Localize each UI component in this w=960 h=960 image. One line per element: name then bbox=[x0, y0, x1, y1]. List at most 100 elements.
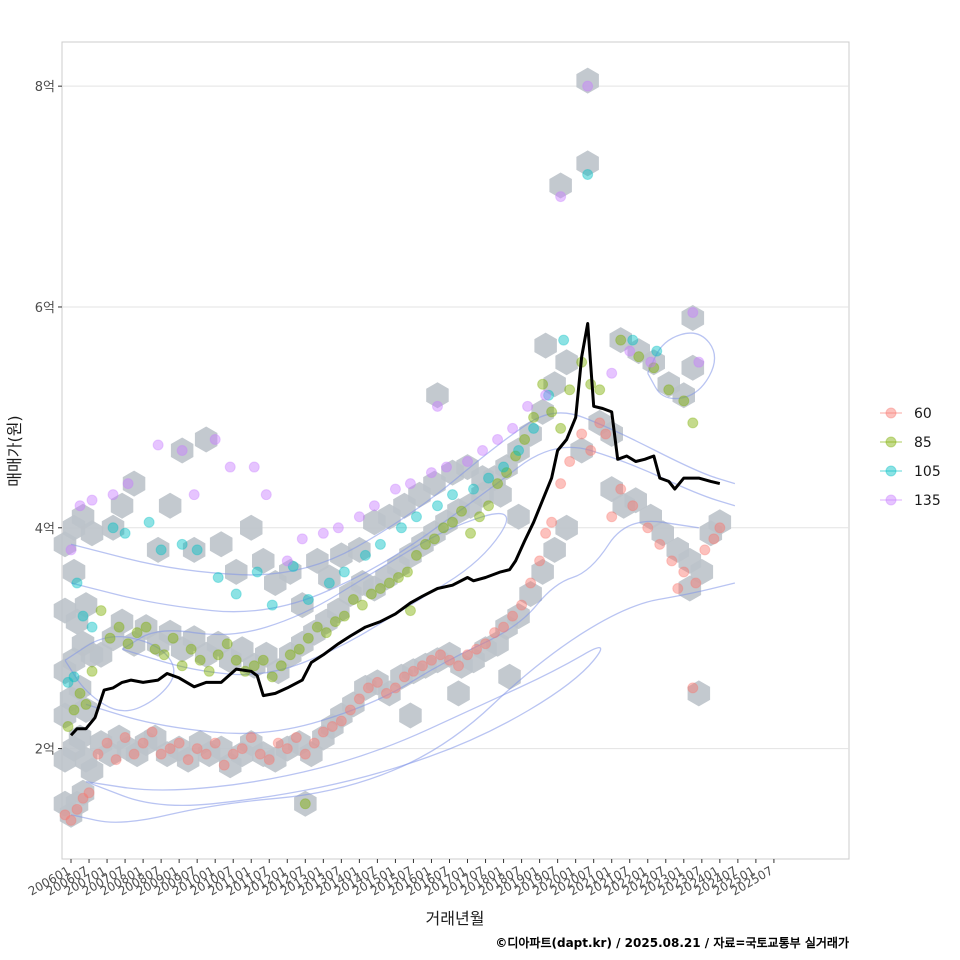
hexbin-cell bbox=[576, 150, 599, 177]
point-60 bbox=[92, 748, 104, 760]
point-135 bbox=[425, 467, 437, 479]
point-60 bbox=[555, 478, 567, 490]
point-60 bbox=[272, 737, 284, 749]
point-60 bbox=[173, 737, 185, 749]
point-85 bbox=[555, 422, 567, 434]
point-60 bbox=[654, 538, 666, 550]
point-135 bbox=[281, 555, 293, 567]
point-85 bbox=[212, 649, 224, 661]
point-60 bbox=[110, 754, 122, 766]
median-price-line bbox=[69, 322, 721, 737]
legend: 60 85 105 135 bbox=[880, 406, 941, 509]
point-85 bbox=[663, 384, 675, 396]
point-85 bbox=[374, 583, 386, 595]
density-contour bbox=[70, 582, 736, 823]
point-60 bbox=[594, 417, 606, 429]
y-tick-label: 2억 bbox=[35, 743, 55, 758]
point-135 bbox=[477, 445, 489, 456]
point-135 bbox=[606, 367, 618, 379]
density-contour bbox=[70, 412, 736, 576]
hexbin-cell bbox=[158, 619, 182, 646]
point-60 bbox=[489, 627, 501, 639]
point-60 bbox=[191, 743, 203, 755]
hexbin-cell bbox=[80, 757, 104, 784]
point-60 bbox=[687, 682, 699, 694]
point-85 bbox=[356, 599, 368, 611]
y-tick-label: 8억 bbox=[35, 80, 55, 95]
point-60 bbox=[600, 428, 612, 440]
point-105 bbox=[431, 500, 443, 512]
point-105 bbox=[119, 527, 131, 539]
y-axis-title: 매매가(원) bbox=[5, 415, 24, 486]
hexbin-cell bbox=[306, 547, 329, 574]
point-85 bbox=[687, 417, 699, 429]
hexbin-cell bbox=[687, 680, 711, 707]
hexbin-cell bbox=[576, 67, 599, 94]
point-105 bbox=[627, 334, 639, 346]
point-85 bbox=[428, 533, 440, 545]
point-60 bbox=[164, 743, 176, 755]
hexbin-cell bbox=[534, 332, 557, 359]
x-axis-title: 거래년월 bbox=[426, 909, 485, 928]
point-105 bbox=[323, 577, 335, 589]
point-135 bbox=[404, 478, 416, 490]
point-60 bbox=[308, 737, 320, 749]
point-85 bbox=[311, 621, 323, 633]
hexbin-cell bbox=[624, 487, 647, 514]
point-60 bbox=[453, 660, 465, 672]
point-85 bbox=[194, 654, 206, 666]
scatter-layer bbox=[59, 80, 726, 826]
point-85 bbox=[248, 660, 260, 672]
point-135 bbox=[687, 306, 699, 318]
point-60 bbox=[389, 682, 401, 694]
point-60 bbox=[344, 704, 356, 716]
point-85 bbox=[365, 588, 377, 600]
point-85 bbox=[519, 433, 531, 445]
hexbin-cell bbox=[507, 603, 530, 630]
point-60 bbox=[534, 555, 546, 567]
hexbin-cell bbox=[609, 327, 632, 354]
point-105 bbox=[62, 676, 74, 688]
hexbin-cell bbox=[327, 597, 350, 624]
point-60 bbox=[137, 737, 149, 749]
point-135 bbox=[188, 489, 200, 501]
point-105 bbox=[191, 544, 203, 556]
hexbin-cell bbox=[68, 674, 92, 701]
hexbin-cell bbox=[146, 536, 170, 563]
hexbin-cell bbox=[708, 509, 732, 536]
point-85 bbox=[510, 450, 522, 462]
point-135 bbox=[540, 389, 552, 401]
point-85 bbox=[176, 660, 188, 672]
point-60 bbox=[516, 599, 528, 611]
point-85 bbox=[221, 638, 233, 650]
point-85 bbox=[275, 660, 287, 672]
legend-label: 60 bbox=[914, 406, 932, 422]
point-60 bbox=[59, 809, 71, 821]
point-60 bbox=[471, 643, 483, 655]
point-135 bbox=[296, 533, 308, 545]
point-135 bbox=[122, 478, 134, 490]
point-85 bbox=[501, 467, 513, 479]
hexbin-cell bbox=[642, 349, 665, 376]
point-135 bbox=[492, 433, 504, 445]
hexbin-cell bbox=[543, 536, 566, 563]
point-60 bbox=[546, 516, 558, 528]
point-85 bbox=[474, 511, 486, 523]
point-135 bbox=[248, 461, 260, 473]
point-105 bbox=[302, 594, 314, 606]
point-85 bbox=[62, 721, 74, 733]
point-135 bbox=[260, 489, 272, 501]
hexbin-cell bbox=[549, 172, 572, 199]
point-60 bbox=[416, 660, 428, 672]
hexbin-cell bbox=[74, 697, 98, 723]
caption: ©디아파트(dapt.kr) / 2025.08.21 / 자료=국토교통부 실… bbox=[495, 935, 849, 950]
hexbin-cell bbox=[231, 636, 254, 663]
point-60 bbox=[666, 555, 678, 567]
point-85 bbox=[167, 632, 179, 644]
point-85 bbox=[492, 478, 504, 490]
hexbin-cell bbox=[399, 702, 422, 729]
hexbin-cell bbox=[267, 658, 290, 685]
point-105 bbox=[71, 577, 83, 589]
hexbin-layer bbox=[53, 67, 732, 828]
